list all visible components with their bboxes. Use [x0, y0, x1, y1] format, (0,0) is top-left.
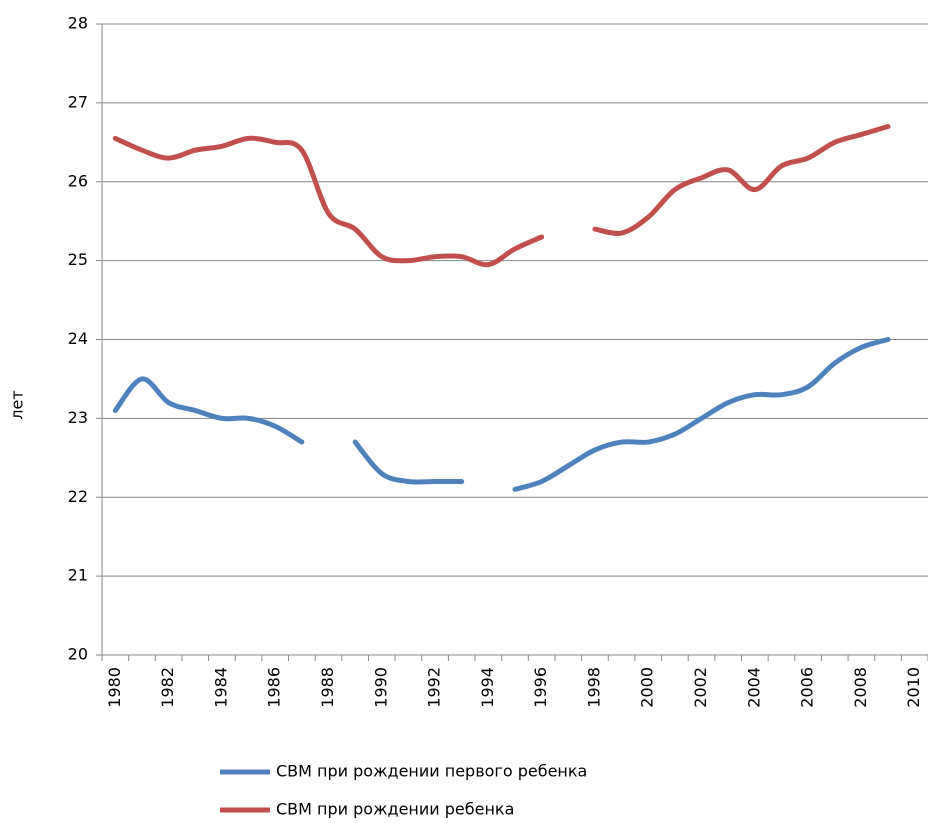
x-tick-label: 2000	[638, 667, 657, 708]
x-tick-label: 1992	[425, 667, 444, 708]
x-tick-label: 1998	[584, 667, 603, 708]
x-tick-label: 2002	[691, 667, 710, 708]
y-tick-label: 22	[68, 487, 88, 506]
legend-label: СВМ при рождении ребенка	[276, 800, 514, 819]
x-tick-label: 1990	[371, 667, 390, 708]
y-tick-label: 25	[68, 250, 88, 269]
x-tick-label: 1980	[105, 667, 124, 708]
x-tick-label: 2008	[851, 667, 870, 708]
y-tick-label: 23	[68, 408, 88, 427]
line	[112, 124, 891, 268]
x-tick-label: 1994	[478, 667, 497, 708]
y-tick-label: 27	[68, 92, 88, 111]
x-tick-label: 1984	[211, 667, 230, 708]
y-tick-label: 20	[68, 645, 88, 664]
legend-label: СВМ при рождении первого ребенка	[276, 762, 587, 781]
x-tick-label: 2006	[798, 667, 817, 708]
line	[112, 337, 891, 492]
x-tick-label: 1986	[265, 667, 284, 708]
x-tick-label: 1982	[158, 667, 177, 708]
y-axis-label: лет	[8, 390, 27, 419]
x-tick-label: 2010	[904, 667, 923, 708]
x-tick-label: 1996	[531, 667, 550, 708]
x-tick-label: 1988	[318, 667, 337, 708]
y-tick-label: 26	[68, 171, 88, 190]
y-tick-label: 21	[68, 566, 88, 585]
x-tick-label: 2004	[744, 667, 763, 708]
y-tick-label: 28	[68, 14, 88, 33]
y-tick-label: 24	[68, 329, 88, 348]
